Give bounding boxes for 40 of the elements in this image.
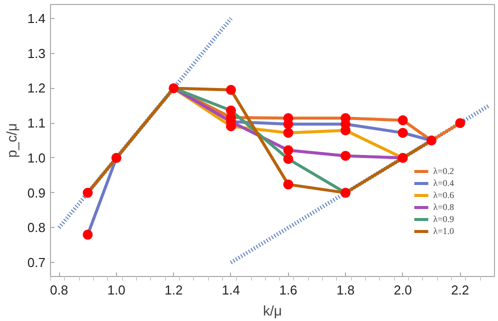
legend-label: λ=0.8 <box>433 202 454 212</box>
x-tick-label: 1.4 <box>222 282 240 298</box>
y-tick-label: 0.9 <box>27 185 46 200</box>
x-tick-label: 1.6 <box>279 282 298 298</box>
legend-label: λ=0.2 <box>433 166 454 176</box>
x-tick-label: 2.2 <box>451 282 470 298</box>
y-tick-label: 1.3 <box>27 46 46 61</box>
point <box>283 145 294 156</box>
point <box>455 118 466 128</box>
point <box>340 188 351 198</box>
point <box>398 128 408 138</box>
y-tick-label: 0.7 <box>27 255 46 270</box>
point <box>168 83 179 94</box>
y-tick-label: 1.4 <box>27 10 46 26</box>
y-axis-title: p_c/μ <box>3 123 20 158</box>
point <box>283 154 294 164</box>
point <box>283 128 294 138</box>
y-tick-label: 1.0 <box>27 150 46 166</box>
point <box>226 84 236 95</box>
x-axis-title: k/μ <box>263 302 282 318</box>
y-tick-label: 1.2 <box>27 80 46 96</box>
point <box>82 188 93 198</box>
x-tick-label: 0.8 <box>50 282 68 298</box>
point <box>426 136 436 146</box>
legend-label: λ=0.6 <box>433 190 454 200</box>
x-tick-label: 1.8 <box>336 282 355 298</box>
point <box>398 115 408 126</box>
x-tick-label: 1.2 <box>164 282 183 298</box>
y-tick-label: 0.8 <box>27 220 46 236</box>
point <box>398 152 408 163</box>
y-tick-label: 1.1 <box>27 116 46 131</box>
legend-label: λ=1.0 <box>433 226 454 236</box>
legend-label: λ=0.4 <box>433 178 454 188</box>
point <box>283 179 294 190</box>
point <box>340 150 351 161</box>
x-tick-label: 2.0 <box>394 282 412 298</box>
x-tick-label: 1.0 <box>107 282 126 298</box>
legend-label: λ=0.9 <box>433 214 454 224</box>
point <box>111 152 122 163</box>
point <box>82 230 93 240</box>
